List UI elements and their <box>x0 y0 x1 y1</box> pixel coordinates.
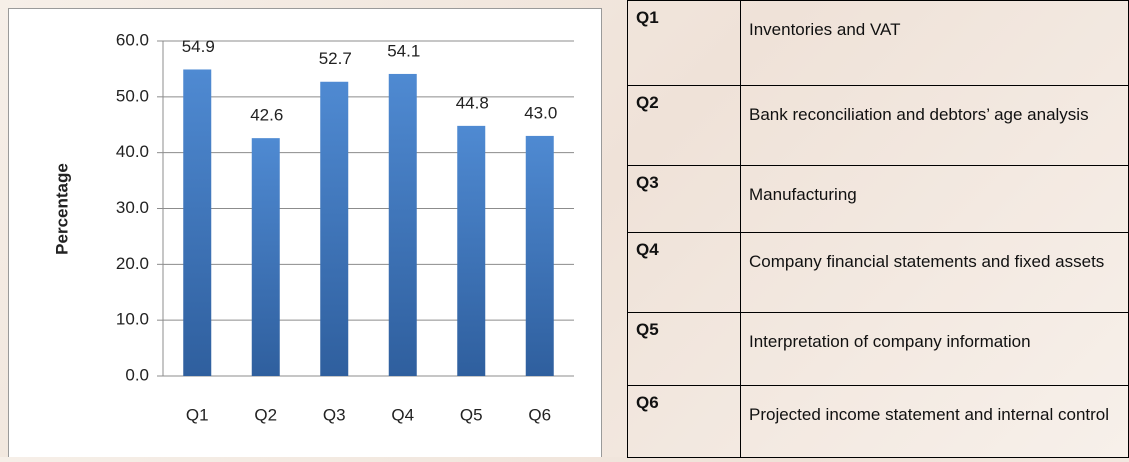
bar <box>251 138 280 376</box>
chart: Percentage 0.0 10.0 20.0 30.0 40.0 50.0 60.0 Q1… <box>52 30 574 424</box>
question-cell: Q4 <box>627 232 741 313</box>
table-row: Q4 Company financial statements and fixed… <box>627 232 1129 313</box>
table-row: Q5 Interpretation of company information <box>627 312 1129 386</box>
question-cell: Q3 <box>627 165 741 233</box>
bar <box>183 69 212 376</box>
table-row: Q6 Projected income statement and interna… <box>627 385 1129 458</box>
bar <box>457 125 486 376</box>
topic-cell: Projected income statement and internal … <box>740 385 1129 458</box>
table-row: Q3 Manufacturing <box>627 165 1129 233</box>
x-tick-label: Q4 <box>391 405 414 424</box>
y-tick-label: 30.0 <box>116 198 149 217</box>
topic-cell: Manufacturing <box>740 165 1129 233</box>
chart-box: Percentage 0.0 10.0 20.0 30.0 40.0 50.0 60.0 Q1… <box>8 8 602 457</box>
y-tick-label: 60.0 <box>116 30 149 49</box>
legend-table: Q1 Inventories and VAT Q2 Bank reconciliati… <box>627 0 1129 458</box>
topic-cell: Bank reconciliation and debtors’ age ana… <box>740 85 1129 166</box>
data-label: 42.6 <box>250 106 283 125</box>
data-label: 54.9 <box>182 37 215 56</box>
bar <box>320 81 349 376</box>
table-row: Q1 Inventories and VAT <box>627 0 1129 86</box>
data-label: 54.1 <box>387 41 420 60</box>
question-cell: Q1 <box>627 0 741 86</box>
x-tick-label: Q5 <box>460 405 483 424</box>
x-tick-label: Q1 <box>186 405 209 424</box>
x-tick-label: Q3 <box>323 405 346 424</box>
topic-cell: Interpretation of company information <box>740 312 1129 386</box>
bar <box>525 135 554 376</box>
y-axis-label: Percentage <box>52 163 71 255</box>
question-cell: Q6 <box>627 385 741 458</box>
question-cell: Q5 <box>627 312 741 386</box>
x-tick-label: Q2 <box>254 405 277 424</box>
data-label: 44.8 <box>456 93 489 112</box>
y-tick-label: 40.0 <box>116 142 149 161</box>
question-cell: Q2 <box>627 85 741 166</box>
y-tick-label: 10.0 <box>116 310 149 329</box>
x-tick-label: Q6 <box>528 405 551 424</box>
y-tick-label: 50.0 <box>116 86 149 105</box>
topic-cell: Company financial statements and fixed a… <box>740 232 1129 313</box>
data-label: 52.7 <box>319 49 352 68</box>
topic-cell: Inventories and VAT <box>740 0 1129 86</box>
y-tick-label: 0.0 <box>125 365 149 384</box>
y-tick-label: 20.0 <box>116 254 149 273</box>
table-row: Q2 Bank reconciliation and debtors’ age a… <box>627 85 1129 166</box>
data-label: 43.0 <box>524 103 557 122</box>
bar <box>388 73 417 377</box>
